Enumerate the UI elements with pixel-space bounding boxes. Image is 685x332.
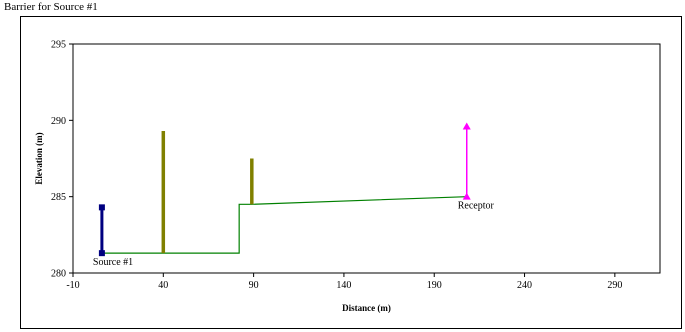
x-axis-title: Distance (m) — [342, 303, 391, 313]
receptor-marker — [462, 192, 471, 200]
annotation-label: Source #1 — [93, 257, 133, 268]
axis-ticks: -10 40 90 140 190 240 290 280 285 290 295 — [51, 40, 622, 292]
y-tick-label: 295 — [51, 40, 66, 51]
y-tick-label: 285 — [51, 192, 66, 203]
x-tick-label: 140 — [336, 280, 351, 291]
y-tick-label: 290 — [51, 116, 66, 127]
plot-area — [72, 43, 661, 274]
source-marker — [98, 204, 105, 211]
annotation-label: Receptor — [458, 201, 495, 212]
x-tick-label: -10 — [66, 280, 79, 291]
window-title: Barrier for Source #1 — [4, 1, 98, 13]
x-tick-label: 90 — [249, 280, 259, 291]
x-tick-label: 190 — [427, 280, 442, 291]
y-axis-title: Elevation (m) — [34, 132, 44, 184]
label-layer: Source #1 Receptor — [93, 201, 495, 268]
terrain-profile-line — [101, 196, 467, 254]
x-tick-label: 40 — [158, 280, 168, 291]
x-tick-label: 240 — [517, 280, 532, 291]
x-tick-label: 290 — [607, 280, 622, 291]
series-layer — [98, 122, 471, 257]
source-marker — [98, 250, 105, 257]
y-tick-label: 280 — [51, 269, 66, 280]
receptor-marker — [462, 122, 471, 130]
chart-frame — [20, 16, 682, 329]
